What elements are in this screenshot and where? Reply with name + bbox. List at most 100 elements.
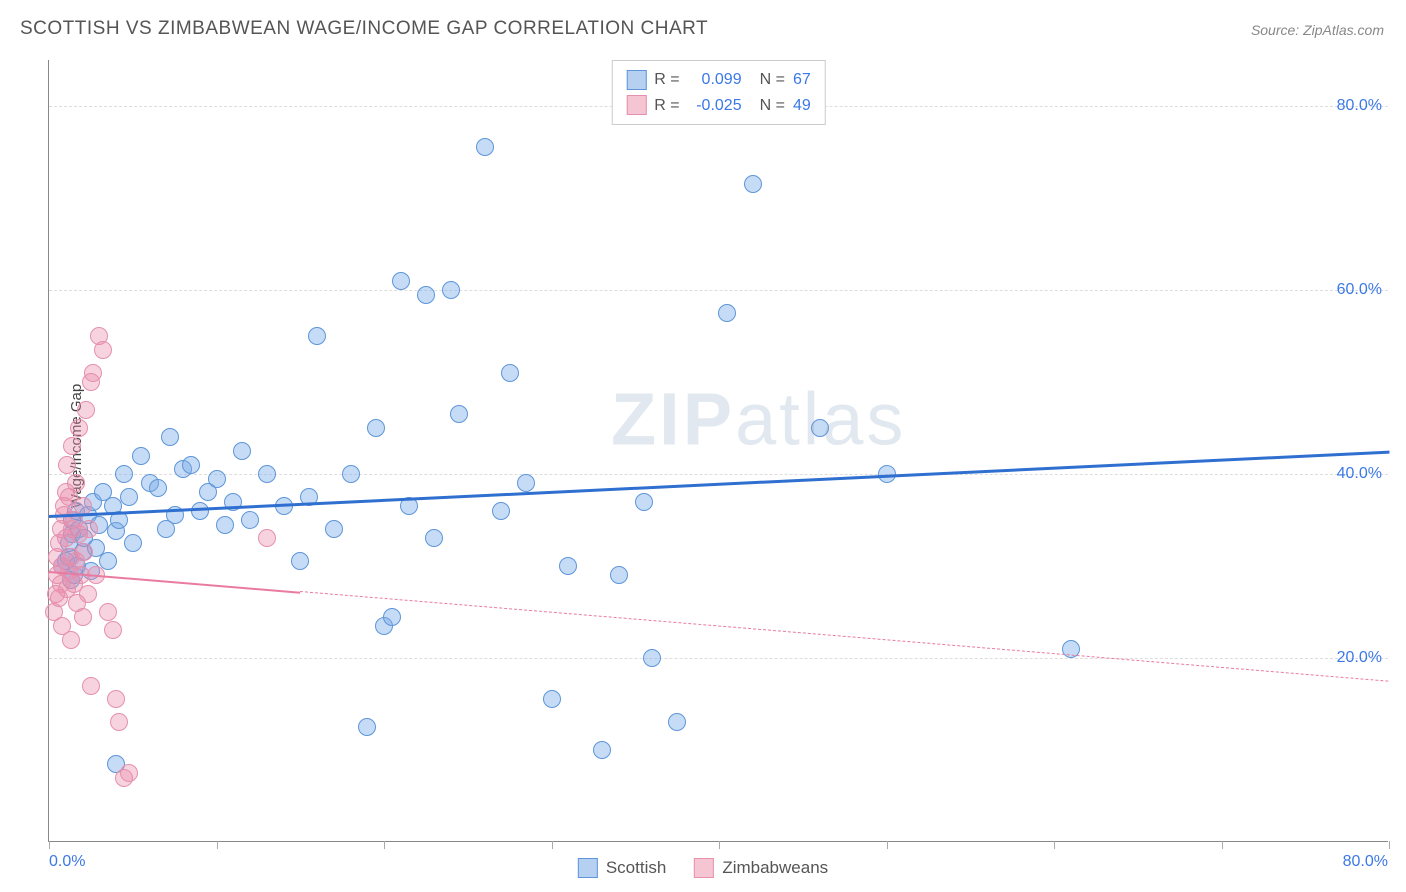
trend-line-dashed: [300, 591, 1389, 682]
y-tick-label: 40.0%: [1337, 465, 1382, 483]
n-label: N =: [760, 93, 785, 119]
scatter-point: [63, 437, 81, 455]
x-tick: [552, 841, 553, 849]
scatter-point: [149, 479, 167, 497]
scatter-point: [82, 677, 100, 695]
legend-series-label: Zimbabweans: [722, 858, 828, 878]
legend-series: Scottish Zimbabweans: [578, 858, 828, 878]
y-gridline: [49, 658, 1388, 659]
trend-line: [49, 451, 1389, 518]
scatter-point: [208, 470, 226, 488]
scatter-point: [501, 364, 519, 382]
legend-correlation-row: R = 0.099 N = 67: [626, 67, 810, 93]
scatter-point: [543, 690, 561, 708]
r-value: 0.099: [688, 67, 742, 93]
scatter-point: [62, 631, 80, 649]
scatter-point: [75, 543, 93, 561]
scatter-point: [358, 718, 376, 736]
scatter-point: [132, 447, 150, 465]
scatter-point: [417, 286, 435, 304]
scatter-point: [668, 713, 686, 731]
scatter-point: [308, 327, 326, 345]
chart-title: SCOTTISH VS ZIMBABWEAN WAGE/INCOME GAP C…: [20, 18, 708, 40]
scatter-point: [643, 649, 661, 667]
plot-area: ZIPatlas R = 0.099 N = 67R = -0.025 N = 49 0.0…: [48, 60, 1388, 842]
scatter-point: [74, 608, 92, 626]
scatter-point: [442, 281, 460, 299]
scatter-point: [476, 138, 494, 156]
scatter-point: [182, 456, 200, 474]
scatter-point: [450, 405, 468, 423]
scatter-point: [559, 557, 577, 575]
legend-correlation: R = 0.099 N = 67 R = -0.025 N = 49: [611, 60, 825, 125]
scatter-point: [635, 493, 653, 511]
legend-series-item: Zimbabweans: [694, 858, 828, 878]
legend-swatch: [626, 95, 646, 115]
scatter-point: [241, 511, 259, 529]
scatter-point: [99, 603, 117, 621]
legend-swatch: [694, 858, 714, 878]
scatter-point: [258, 529, 276, 547]
x-tick: [1222, 841, 1223, 849]
scatter-point: [233, 442, 251, 460]
scatter-point: [258, 465, 276, 483]
scatter-point: [392, 272, 410, 290]
r-label: R =: [654, 67, 679, 93]
y-tick-label: 60.0%: [1337, 281, 1382, 299]
scatter-point: [94, 341, 112, 359]
scatter-point: [367, 419, 385, 437]
y-gridline: [49, 290, 1388, 291]
scatter-point: [161, 428, 179, 446]
scatter-point: [115, 465, 133, 483]
scatter-point: [67, 474, 85, 492]
scatter-point: [383, 608, 401, 626]
scatter-point: [492, 502, 510, 520]
scatter-point: [79, 585, 97, 603]
scatter-point: [425, 529, 443, 547]
scatter-point: [610, 566, 628, 584]
scatter-point: [120, 764, 138, 782]
x-tick: [1389, 841, 1390, 849]
x-tick: [384, 841, 385, 849]
scatter-point: [291, 552, 309, 570]
x-tick: [887, 841, 888, 849]
x-tick: [719, 841, 720, 849]
y-tick-label: 20.0%: [1337, 649, 1382, 667]
scatter-point: [77, 401, 95, 419]
source-label: Source: ZipAtlas.com: [1251, 22, 1384, 38]
scatter-point: [107, 690, 125, 708]
r-value: -0.025: [688, 93, 742, 119]
legend-series-label: Scottish: [606, 858, 666, 878]
x-tick: [49, 841, 50, 849]
scatter-point: [70, 419, 88, 437]
legend-swatch: [578, 858, 598, 878]
watermark: ZIPatlas: [611, 377, 906, 462]
y-gridline: [49, 474, 1388, 475]
x-axis-max-label: 80.0%: [1343, 853, 1388, 871]
scatter-point: [517, 474, 535, 492]
r-label: R =: [654, 93, 679, 119]
n-value: 67: [793, 67, 811, 93]
n-value: 49: [793, 93, 811, 119]
scatter-point: [342, 465, 360, 483]
y-tick-label: 80.0%: [1337, 97, 1382, 115]
legend-swatch: [626, 70, 646, 90]
watermark-bold: ZIP: [611, 378, 735, 461]
scatter-point: [104, 621, 122, 639]
scatter-point: [84, 364, 102, 382]
scatter-point: [811, 419, 829, 437]
x-tick: [217, 841, 218, 849]
scatter-point: [216, 516, 234, 534]
x-axis-min-label: 0.0%: [49, 853, 85, 871]
scatter-point: [593, 741, 611, 759]
n-label: N =: [760, 67, 785, 93]
scatter-point: [744, 175, 762, 193]
scatter-point: [80, 520, 98, 538]
x-tick: [1054, 841, 1055, 849]
scatter-point: [325, 520, 343, 538]
scatter-point: [120, 488, 138, 506]
scatter-point: [718, 304, 736, 322]
scatter-point: [58, 456, 76, 474]
legend-series-item: Scottish: [578, 858, 666, 878]
legend-correlation-row: R = -0.025 N = 49: [626, 93, 810, 119]
